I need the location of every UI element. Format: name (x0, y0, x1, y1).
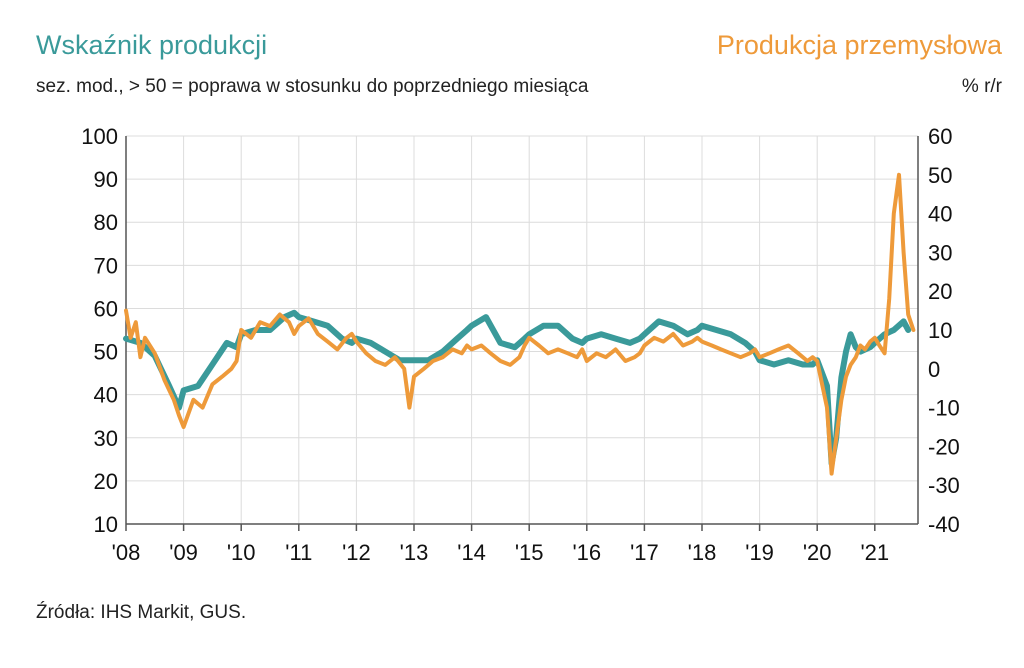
x-tick-label: '18 (688, 540, 717, 565)
source-note: Źródła: IHS Markit, GUS. (36, 602, 247, 623)
right-axis-unit: % r/r (961, 76, 1002, 97)
left-tick-label: 100 (81, 124, 118, 149)
series-line-produkcja-przemyslowa (124, 172, 916, 476)
x-tick-label: '09 (169, 540, 198, 565)
left-tick-label: 90 (94, 167, 118, 192)
x-tick-label: '16 (572, 540, 601, 565)
x-tick-label: '19 (745, 540, 774, 565)
x-tick-label: '14 (457, 540, 486, 565)
right-tick-label: -10 (928, 396, 960, 421)
series-line-wskaznik-produkcji (123, 309, 912, 467)
left-tick-label: 20 (94, 469, 118, 494)
axes (125, 136, 919, 531)
left-tick-label: 10 (94, 512, 118, 537)
right-tick-label: -20 (928, 434, 960, 459)
chart-title-right: Produkcja przemysłowa (716, 30, 1002, 60)
x-tick-label: '11 (285, 540, 312, 565)
right-tick-label: 50 (928, 163, 952, 188)
right-tick-label: 40 (928, 202, 952, 227)
x-tick-label: '20 (803, 540, 832, 565)
left-tick-label: 70 (94, 253, 118, 278)
x-tick-label: '17 (630, 540, 659, 565)
left-tick-label: 50 (94, 340, 118, 365)
grid (126, 135, 918, 524)
tick-labels: 10 20 30 40 50 60 70 80 90 100 -40 -30 -20 -10 0 10 20 30… (81, 124, 960, 565)
right-tick-label: 60 (928, 124, 952, 149)
x-tick-label: '12 (342, 540, 371, 565)
right-tick-label: 30 (928, 240, 952, 265)
x-tick-label: '10 (227, 540, 256, 565)
chart-title-left: Wskaźnik produkcji (36, 30, 268, 60)
right-tick-label: 10 (928, 318, 952, 343)
x-tick-label: '15 (515, 540, 544, 565)
right-tick-label: 20 (928, 279, 952, 304)
chart-subtitle: sez. mod., > 50 = poprawa w stosunku do … (36, 76, 589, 97)
right-tick-label: 0 (928, 357, 940, 382)
left-tick-label: 80 (94, 210, 118, 235)
series-lines (123, 172, 916, 476)
left-tick-label: 40 (94, 383, 118, 408)
right-tick-label: -30 (928, 473, 960, 498)
x-tick-label: '08 (112, 540, 141, 565)
x-tick-label: '13 (400, 540, 429, 565)
left-tick-label: 30 (94, 426, 118, 451)
left-tick-label: 60 (94, 296, 118, 321)
x-tick-label: '21 (860, 540, 889, 565)
right-tick-label: -40 (928, 512, 960, 537)
